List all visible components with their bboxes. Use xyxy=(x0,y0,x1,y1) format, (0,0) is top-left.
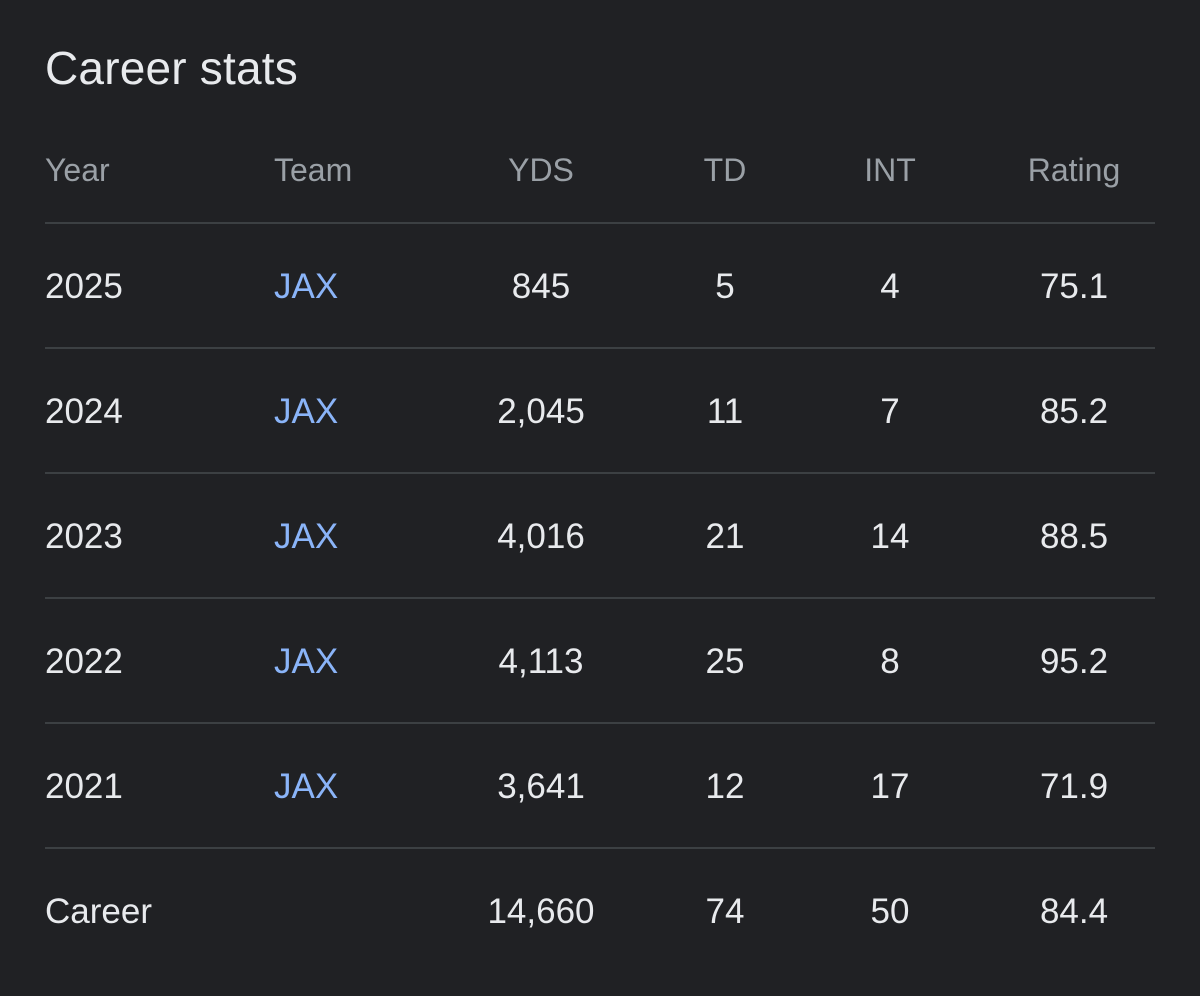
year-cell: 2024 xyxy=(45,391,123,431)
yds-cell: 2,045 xyxy=(497,391,585,431)
year-cell: 2022 xyxy=(45,641,123,681)
int-cell: 8 xyxy=(880,641,900,681)
career-stats-table: Year Team YDS TD INT Rating 2025 JAX 845… xyxy=(45,122,1155,974)
rating-cell: 88.5 xyxy=(1039,516,1109,556)
int-cell: 14 xyxy=(870,516,910,556)
rating-cell: 85.2 xyxy=(1039,391,1109,431)
header-yds: YDS xyxy=(508,152,574,188)
career-totals-row: Career 14,660 74 50 84.4 xyxy=(45,849,1155,974)
career-label: Career xyxy=(45,891,152,931)
td-cell: 5 xyxy=(715,266,735,306)
career-int-cell: 50 xyxy=(870,891,910,931)
table-row: 2023 JAX 4,016 21 14 88.5 xyxy=(45,474,1155,599)
yds-cell: 845 xyxy=(511,266,571,306)
int-cell: 4 xyxy=(880,266,900,306)
year-cell: 2025 xyxy=(45,266,123,306)
table-row: 2024 JAX 2,045 11 7 85.2 xyxy=(45,349,1155,474)
table-header-row: Year Team YDS TD INT Rating xyxy=(45,122,1155,224)
year-cell: 2021 xyxy=(45,766,123,806)
header-int: INT xyxy=(864,152,916,188)
year-cell: 2023 xyxy=(45,516,123,556)
card-title: Career stats xyxy=(45,42,298,94)
career-rating-cell: 84.4 xyxy=(1039,891,1109,931)
rating-cell: 95.2 xyxy=(1039,641,1109,681)
rating-cell: 71.9 xyxy=(1039,766,1109,806)
td-cell: 12 xyxy=(705,766,745,806)
header-td: TD xyxy=(703,152,747,188)
yds-cell: 3,641 xyxy=(497,766,585,806)
team-link[interactable]: JAX xyxy=(274,641,339,681)
td-cell: 21 xyxy=(705,516,745,556)
td-cell: 25 xyxy=(705,641,745,681)
team-link[interactable]: JAX xyxy=(274,391,339,431)
table-row: 2022 JAX 4,113 25 8 95.2 xyxy=(45,599,1155,724)
table-row: 2025 JAX 845 5 4 75.1 xyxy=(45,224,1155,349)
table-row: 2021 JAX 3,641 12 17 71.9 xyxy=(45,724,1155,849)
team-link[interactable]: JAX xyxy=(274,266,339,306)
td-cell: 11 xyxy=(706,391,744,431)
yds-cell: 4,113 xyxy=(498,641,584,681)
career-yds-cell: 14,660 xyxy=(487,891,595,931)
header-team: Team xyxy=(274,152,353,188)
yds-cell: 4,016 xyxy=(497,516,585,556)
team-link[interactable]: JAX xyxy=(274,766,339,806)
int-cell: 17 xyxy=(870,766,910,806)
int-cell: 7 xyxy=(880,391,900,431)
header-year: Year xyxy=(45,152,110,188)
career-td-cell: 74 xyxy=(705,891,745,931)
rating-cell: 75.1 xyxy=(1039,266,1109,306)
team-link[interactable]: JAX xyxy=(274,516,339,556)
header-rating: Rating xyxy=(1027,152,1121,188)
